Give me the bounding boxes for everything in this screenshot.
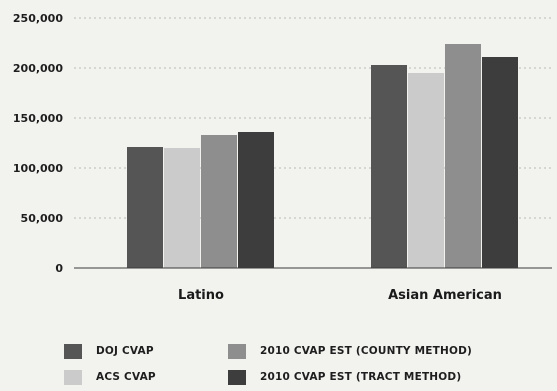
y-tick-label: 0 <box>55 262 63 275</box>
bar <box>408 73 444 268</box>
bar-chart: 0 50,000 100,000 150,000 200,000 250,000 Lati… <box>13 12 552 303</box>
legend-label-acs-cvap: ACS CVAP <box>96 371 156 383</box>
y-tick-label: 200,000 <box>13 62 63 75</box>
y-axis-tick-labels: 0 50,000 100,000 150,000 200,000 250,000 <box>13 12 63 275</box>
y-tick-label: 100,000 <box>13 162 63 175</box>
legend-swatch-tract-method <box>228 369 246 385</box>
legend-swatch-county-method <box>228 343 246 359</box>
y-tick-label: 50,000 <box>21 212 64 225</box>
legend: DOJ CVAP ACS CVAP 2010 CVAP EST (COUNTY … <box>0 330 557 391</box>
legend-swatch-doj-cvap <box>64 343 82 359</box>
bar <box>164 148 200 268</box>
legend-label-doj-cvap: DOJ CVAP <box>96 345 154 357</box>
category-label: Asian American <box>388 288 502 303</box>
legend-item-acs-cvap: ACS CVAP <box>64 368 156 386</box>
bar <box>482 57 518 268</box>
category-label: Latino <box>178 288 224 303</box>
legend-item-doj-cvap: DOJ CVAP <box>64 342 154 360</box>
legend-item-tract-method: 2010 CVAP EST (TRACT METHOD) <box>228 368 461 386</box>
bar <box>238 132 274 268</box>
y-tick-label: 150,000 <box>13 112 63 125</box>
legend-label-tract-method: 2010 CVAP EST (TRACT METHOD) <box>260 371 462 383</box>
bar <box>127 147 163 268</box>
legend-swatch-acs-cvap <box>64 369 82 385</box>
bar <box>445 44 481 268</box>
bar <box>201 135 237 268</box>
legend-label-county-method: 2010 CVAP EST (COUNTY METHOD) <box>260 345 473 357</box>
bar <box>371 65 407 268</box>
bars <box>127 44 518 268</box>
legend-item-county-method: 2010 CVAP EST (COUNTY METHOD) <box>228 342 472 360</box>
x-axis-category-labels: Latino Asian American <box>178 288 502 303</box>
y-tick-label: 250,000 <box>13 12 63 25</box>
